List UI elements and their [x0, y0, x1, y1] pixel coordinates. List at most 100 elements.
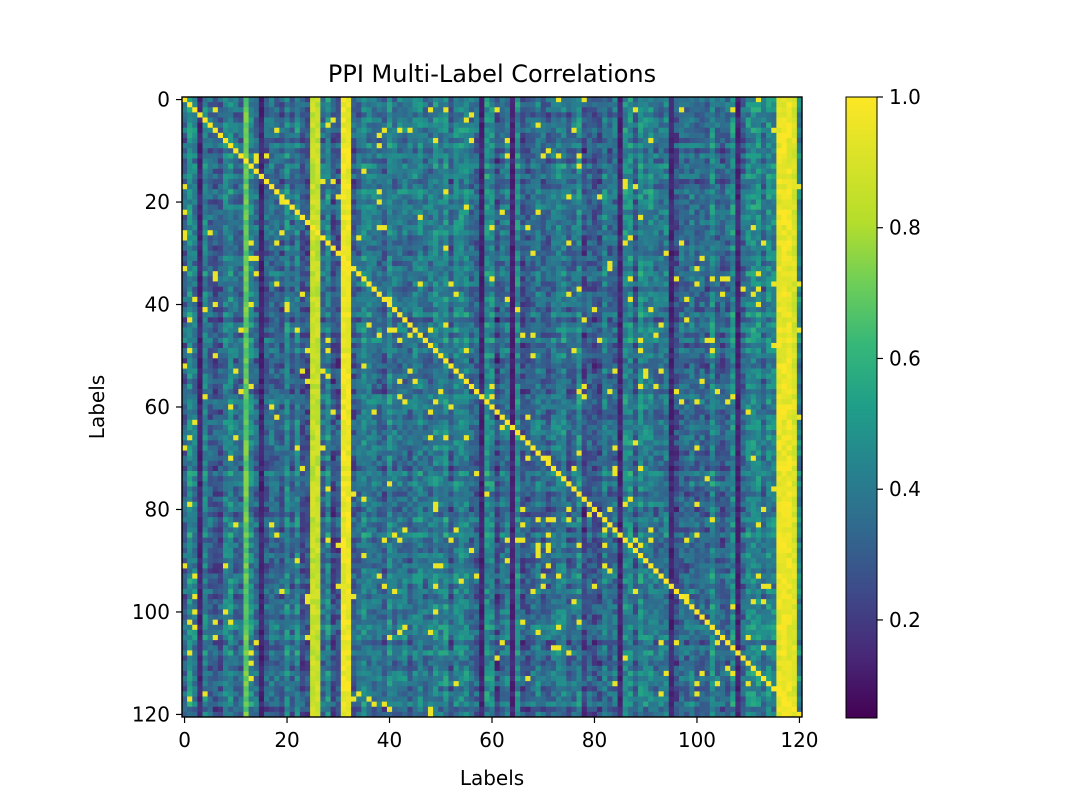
heatmap-cell: [730, 260, 736, 267]
heatmap-cell: [704, 163, 711, 170]
heatmap-cell: [376, 286, 383, 293]
heatmap-cell: [699, 255, 705, 262]
heatmap-cell: [509, 189, 516, 195]
heatmap-cell: [576, 168, 583, 175]
heatmap-cell: [422, 97, 429, 103]
heatmap-cell: [730, 163, 736, 170]
heatmap-cell: [479, 271, 485, 277]
heatmap-cell: [202, 173, 208, 180]
heatmap-cell: [684, 117, 690, 123]
heatmap-cell: [730, 194, 736, 200]
heatmap-cell: [392, 127, 398, 134]
heatmap-cell: [648, 194, 654, 200]
heatmap-cell: [648, 260, 654, 267]
heatmap-cell: [591, 255, 598, 262]
heatmap-cell: [356, 117, 362, 123]
heatmap-cell: [463, 296, 470, 303]
heatmap-cell: [366, 194, 372, 200]
heatmap-cell: [463, 143, 470, 149]
heatmap-cell: [663, 184, 670, 190]
heatmap-cell: [786, 286, 793, 293]
heatmap-cell: [540, 107, 547, 113]
heatmap-cell: [258, 117, 265, 123]
heatmap-cell: [453, 214, 460, 221]
heatmap-cell: [673, 148, 680, 154]
heatmap-cell: [745, 97, 752, 103]
heatmap-cell: [632, 214, 639, 221]
heatmap-cell: [207, 276, 214, 282]
heatmap-cell: [294, 260, 301, 267]
heatmap-cell: [755, 158, 762, 164]
heatmap-cell: [638, 260, 644, 267]
heatmap-cell: [304, 189, 311, 195]
heatmap-cell: [755, 219, 762, 226]
heatmap-cell: [638, 286, 644, 293]
heatmap-cell: [694, 168, 700, 175]
heatmap-cell: [632, 122, 639, 129]
heatmap-cell: [202, 127, 208, 134]
heatmap-cell: [330, 178, 337, 185]
heatmap-cell: [627, 296, 634, 303]
heatmap-cell: [284, 245, 290, 252]
heatmap-cell: [207, 137, 214, 144]
heatmap-cell: [448, 276, 454, 282]
heatmap-cell: [453, 245, 460, 252]
heatmap-cell: [392, 266, 398, 272]
heatmap-cell: [550, 148, 557, 154]
heatmap-cell: [709, 189, 716, 195]
heatmap-cell: [781, 163, 787, 170]
heatmap-cell: [269, 132, 275, 139]
heatmap-cell: [658, 143, 665, 149]
heatmap-cell: [545, 107, 552, 113]
heatmap-cell: [366, 102, 372, 108]
heatmap-cell: [371, 271, 378, 277]
heatmap-cell: [581, 173, 588, 180]
heatmap-cell: [556, 173, 562, 180]
heatmap-cell: [263, 245, 270, 252]
heatmap-cell: [187, 163, 193, 170]
heatmap-cell: [453, 225, 460, 231]
heatmap-cell: [545, 225, 552, 231]
heatmap-cell: [704, 266, 711, 272]
heatmap-cell: [402, 209, 408, 216]
heatmap-cell: [212, 153, 219, 159]
heatmap-cell: [233, 153, 239, 159]
heatmap-cell: [761, 286, 767, 293]
heatmap-cell: [684, 102, 690, 108]
heatmap-cell: [791, 107, 798, 113]
heatmap-cell: [515, 291, 521, 298]
heatmap-cell: [725, 168, 731, 175]
heatmap-cell: [340, 122, 347, 129]
heatmap-cell: [617, 178, 624, 185]
heatmap-cell: [182, 102, 188, 108]
heatmap-cell: [781, 266, 787, 272]
heatmap-cell: [776, 214, 782, 221]
heatmap-cell: [361, 271, 367, 277]
heatmap-cell: [607, 173, 613, 180]
heatmap-cell: [443, 225, 449, 231]
heatmap-cell: [192, 281, 198, 287]
heatmap-cell: [525, 158, 531, 164]
heatmap-cell: [468, 102, 475, 108]
heatmap-cell: [448, 219, 454, 226]
heatmap-cell: [356, 260, 362, 267]
heatmap-cell: [233, 168, 239, 175]
heatmap-cell: [699, 276, 705, 282]
heatmap-cell: [448, 122, 454, 129]
heatmap-cell: [479, 235, 485, 241]
heatmap-cell: [412, 137, 419, 144]
heatmap-cell: [509, 107, 516, 113]
heatmap-cell: [397, 107, 403, 113]
heatmap-cell: [386, 97, 393, 103]
heatmap-cell: [412, 271, 419, 277]
heatmap-cell: [673, 158, 680, 164]
heatmap-cell: [443, 122, 449, 129]
heatmap-cell: [740, 199, 746, 205]
heatmap-cell: [376, 250, 383, 257]
heatmap-cell: [607, 178, 613, 185]
heatmap-cell: [556, 199, 562, 205]
heatmap-cell: [315, 271, 321, 277]
heatmap-cell: [730, 235, 736, 241]
heatmap-cell: [509, 286, 516, 293]
heatmap-cell: [494, 255, 501, 262]
